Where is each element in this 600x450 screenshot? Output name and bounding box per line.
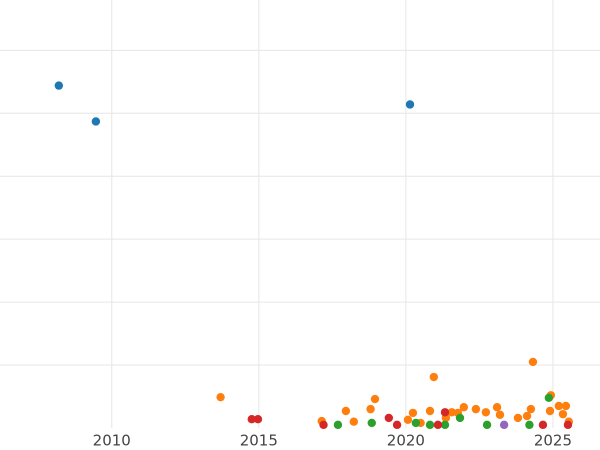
point (481, 408, 491, 417)
point (429, 372, 439, 382)
point (544, 393, 554, 402)
point (341, 406, 351, 416)
point (349, 417, 359, 426)
point (482, 420, 492, 430)
point (403, 415, 413, 425)
point (459, 403, 469, 412)
x-tick-label: 2025 (534, 432, 572, 450)
point (319, 420, 328, 430)
point (492, 403, 502, 412)
x-tick-label: 2020 (387, 432, 425, 450)
point (563, 420, 573, 430)
point (471, 404, 481, 414)
point (54, 81, 64, 90)
point (538, 420, 548, 430)
point (253, 414, 263, 424)
point (545, 406, 555, 416)
point (392, 420, 402, 430)
point (367, 418, 376, 428)
point (558, 409, 568, 419)
point (247, 414, 256, 424)
point (455, 413, 465, 423)
point (433, 420, 443, 430)
point (525, 420, 534, 430)
point (561, 401, 571, 411)
point (495, 410, 505, 419)
point (405, 100, 415, 109)
point (499, 420, 509, 430)
x-tick-label: 2010 (93, 432, 131, 450)
point (91, 117, 101, 126)
point (440, 420, 450, 430)
point (216, 392, 225, 402)
point (408, 408, 418, 418)
point (425, 406, 435, 416)
point (440, 408, 450, 417)
point (370, 394, 380, 404)
point (366, 404, 375, 414)
point (522, 411, 532, 421)
point (554, 401, 564, 411)
point (528, 357, 538, 367)
point (447, 408, 456, 417)
point (384, 413, 394, 423)
point (513, 413, 523, 423)
point (425, 420, 435, 430)
x-tick-label: 2015 (240, 432, 278, 450)
point (333, 420, 343, 430)
point (411, 418, 421, 428)
point (526, 404, 536, 414)
